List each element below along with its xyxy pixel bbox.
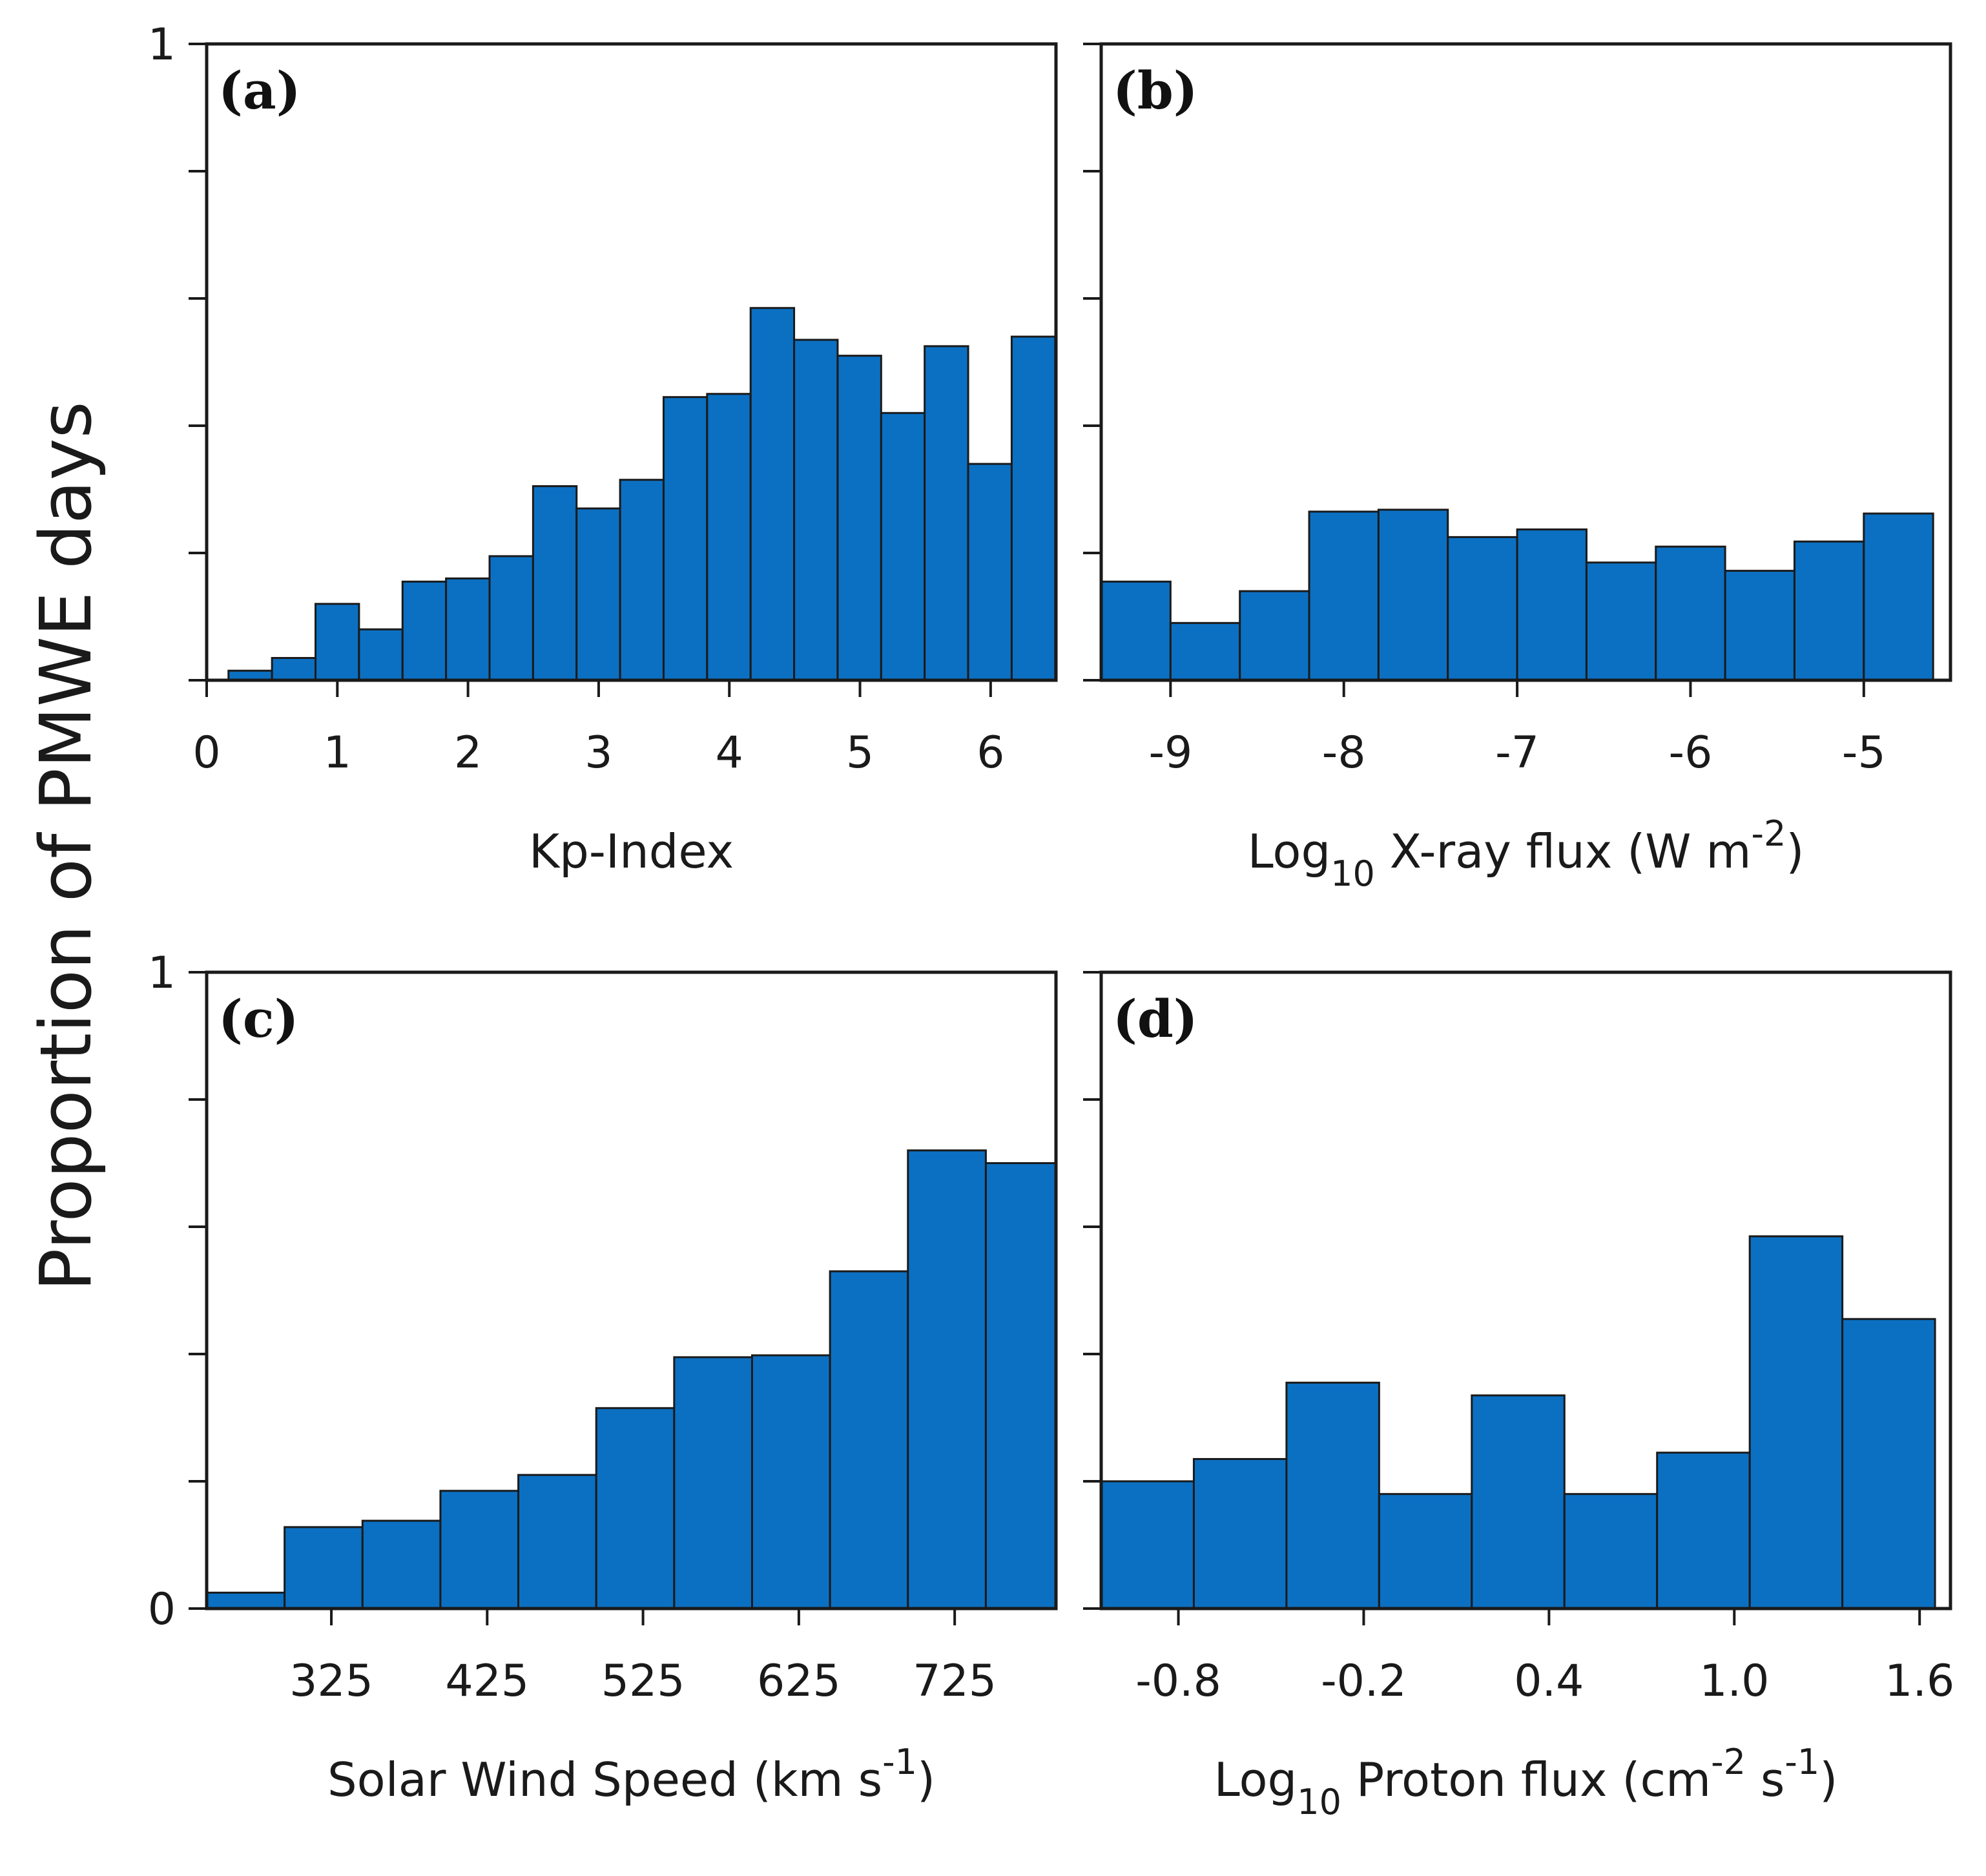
bar: [272, 658, 315, 680]
bar: [663, 397, 707, 680]
x-axis-label: Log10 Proton flux (cm-2 s-1): [1214, 1742, 1838, 1822]
bar: [1309, 512, 1378, 680]
bar: [577, 508, 620, 680]
panel-d: -0.8 -0.2 0.4 1.0 1.6 (d) Log10 Proton flux (c…: [1083, 972, 1954, 1822]
bar: [1448, 537, 1517, 680]
x-axis-label: Log10 X-ray flux (W m-2): [1248, 813, 1805, 894]
panel-label: (c): [218, 988, 298, 1049]
bar: [1472, 1395, 1564, 1609]
x-tick-label: 0.4: [1514, 1656, 1584, 1707]
bar: [362, 1521, 440, 1609]
bar: [1864, 514, 1933, 680]
x-tick-label: -0.2: [1321, 1656, 1407, 1707]
bar: [1379, 1494, 1471, 1609]
bar: [533, 486, 576, 680]
bar: [446, 578, 490, 680]
bar: [285, 1527, 363, 1609]
x-tick-label: 6: [977, 727, 1004, 778]
y-axis-label: Proportion of PMWE days: [25, 401, 107, 1291]
x-tick-label: 325: [289, 1656, 373, 1707]
x-axis-label: Kp-Index: [529, 824, 734, 879]
x-tick-label: 1: [324, 727, 351, 778]
bar: [1101, 581, 1170, 680]
bar: [1843, 1319, 1935, 1609]
bar: [830, 1271, 908, 1609]
x-tick-label: -6: [1669, 727, 1713, 778]
bar: [1101, 1481, 1194, 1609]
bar: [881, 413, 924, 680]
bar: [1794, 541, 1863, 680]
panel-c: 325 425 525 625 725 1 0 (c) Solar Wind Speed (km…: [148, 948, 1056, 1807]
bar: [1564, 1494, 1657, 1609]
panel-label: (d): [1113, 988, 1198, 1049]
panel-b: -9 -8 -7 -6 -5 (b) Log10 X-ray flux (W m-2): [1083, 44, 1950, 894]
bar: [519, 1475, 597, 1609]
bar: [707, 394, 750, 680]
bar: [1750, 1236, 1842, 1609]
x-tick-label: 4: [716, 727, 743, 778]
bar: [750, 308, 794, 680]
x-tick-label: 625: [757, 1656, 841, 1707]
bar: [402, 581, 446, 680]
bar: [674, 1357, 752, 1609]
bar: [794, 340, 838, 680]
x-axis-label: Solar Wind Speed (km s-1): [327, 1742, 935, 1807]
bar: [752, 1355, 830, 1609]
x-tick-label: -0.8: [1135, 1656, 1221, 1707]
panel-label: (b): [1113, 60, 1198, 121]
x-tick-label: -7: [1495, 727, 1539, 778]
bar: [986, 1163, 1056, 1609]
panel-label: (a): [218, 60, 301, 121]
x-tick-label: 5: [846, 727, 874, 778]
figure: Proportion of PMWE days 0 1 2 3 4 5 6 1 (a) Kp-In…: [0, 0, 1986, 1876]
x-tick-label: 3: [584, 727, 612, 778]
x-tick-label: 1.6: [1885, 1656, 1954, 1707]
x-tick-label: 425: [445, 1656, 529, 1707]
bar: [838, 356, 881, 680]
bar: [1656, 547, 1725, 680]
bar: [1378, 510, 1447, 680]
x-tick-label: 1.0: [1699, 1656, 1769, 1707]
y-tick-label: 1: [148, 19, 176, 70]
bar: [1657, 1453, 1750, 1609]
x-tick-label: 0: [192, 727, 220, 778]
bar: [968, 464, 1011, 680]
x-tick-label: -8: [1322, 727, 1366, 778]
x-tick-label: 525: [601, 1656, 685, 1707]
panels: 0 1 2 3 4 5 6 1 (a) Kp-Index -9 -8 -7 -6 -5 (b) Log10 X-…: [148, 19, 1955, 1822]
x-tick-label: 2: [454, 727, 482, 778]
bar: [440, 1491, 519, 1609]
bar: [316, 604, 359, 680]
y-tick-label: 0: [148, 1584, 176, 1635]
bar: [1725, 571, 1794, 680]
bar: [908, 1151, 986, 1609]
bar: [1011, 337, 1055, 680]
bar: [1287, 1382, 1379, 1609]
y-tick-label: 1: [148, 948, 176, 999]
x-tick-label: 725: [913, 1656, 997, 1707]
bar: [620, 480, 663, 680]
bar: [490, 556, 533, 680]
bar: [925, 346, 968, 680]
bar: [1240, 591, 1309, 680]
bar: [1194, 1459, 1286, 1609]
bar: [359, 629, 402, 680]
bar: [1586, 563, 1655, 680]
x-tick-label: -9: [1148, 727, 1192, 778]
bar: [1170, 623, 1239, 680]
x-tick-label: -5: [1842, 727, 1886, 778]
bar: [596, 1408, 674, 1609]
bar: [1517, 530, 1586, 680]
panel-a: 0 1 2 3 4 5 6 1 (a) Kp-Index: [148, 19, 1056, 879]
bar: [207, 1592, 285, 1609]
